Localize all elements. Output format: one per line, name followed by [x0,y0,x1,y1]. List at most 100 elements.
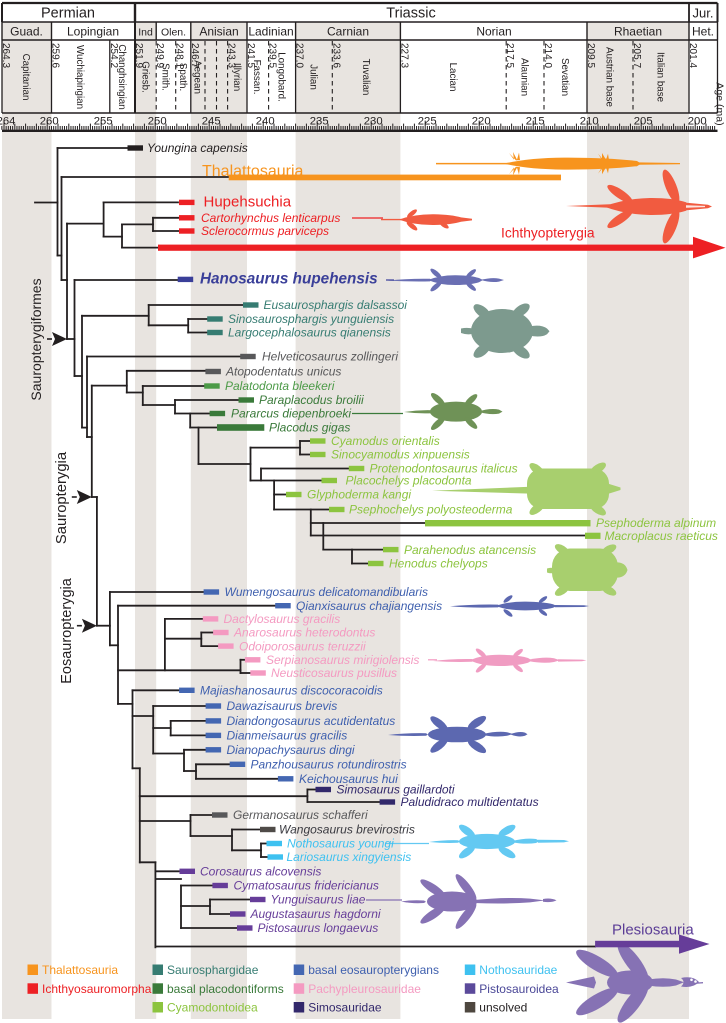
svg-text:Dianopachysaurus dingi: Dianopachysaurus dingi [227,743,355,757]
svg-text:Anarosaurus heterodontus: Anarosaurus heterodontus [233,626,375,640]
svg-text:Griesb.: Griesb. [139,61,150,93]
svg-text:Nothosauridae: Nothosauridae [479,963,557,977]
svg-text:Qianxisaurus chajiangensis: Qianxisaurus chajiangensis [296,599,442,613]
svg-text:Julian: Julian [307,64,318,90]
svg-text:Largocephalosaurus qianensis: Largocephalosaurus qianensis [228,326,391,340]
svg-text:Lariosaurus xingyiensis: Lariosaurus xingyiensis [287,850,412,864]
svg-text:240: 240 [256,116,275,128]
svg-text:250: 250 [148,116,167,128]
svg-text:Lacian: Lacian [447,63,458,92]
svg-text:Hanosaurus hupehensis: Hanosaurus hupehensis [200,271,378,288]
svg-text:Cartorhynchus lenticarpus: Cartorhynchus lenticarpus [201,211,340,225]
svg-text:Olen.: Olen. [161,27,186,39]
svg-text:Smith.: Smith. [159,63,170,91]
svg-text:Paraplacodus broilii: Paraplacodus broilii [259,393,364,407]
svg-text:Illyrian: Illyrian [231,63,242,91]
svg-text:Lopingian: Lopingian [67,25,119,39]
svg-text:246.7: 246.7 [189,43,200,68]
svg-text:Sauropterygiformes: Sauropterygiformes [28,278,44,400]
svg-text:Neusticosaurus pusillus: Neusticosaurus pusillus [271,666,397,680]
svg-text:Psephochelys polyosteoderma: Psephochelys polyosteoderma [349,503,513,517]
svg-text:241.5: 241.5 [245,43,256,68]
svg-text:220: 220 [472,116,491,128]
svg-text:230: 230 [364,116,383,128]
svg-text:Placodus gigas: Placodus gigas [269,421,350,435]
svg-text:Wangosaurus brevirostris: Wangosaurus brevirostris [279,823,415,837]
svg-text:Pachypleurosauridae: Pachypleurosauridae [308,982,421,996]
svg-text:260: 260 [40,116,59,128]
svg-text:Permian: Permian [41,6,95,22]
svg-text:264.3: 264.3 [0,43,11,68]
svg-text:Cyamodus orientalis: Cyamodus orientalis [331,434,440,448]
svg-text:254.2: 254.2 [108,43,119,68]
svg-text:201.4: 201.4 [687,43,698,68]
svg-text:249.9: 249.9 [154,43,165,68]
svg-text:233.6: 233.6 [330,43,341,68]
svg-text:248.1: 248.1 [174,43,185,68]
svg-text:227.3: 227.3 [398,43,409,68]
svg-text:Norian: Norian [476,25,511,39]
svg-text:Parahenodus atancensis: Parahenodus atancensis [404,543,536,557]
svg-text:Dactylosaurus gracilis: Dactylosaurus gracilis [224,612,341,626]
svg-text:Spath.: Spath. [177,63,188,91]
svg-text:Cymatosaurus fridericianus: Cymatosaurus fridericianus [234,879,379,893]
svg-text:Carnian: Carnian [327,25,369,39]
svg-text:Het.: Het. [692,25,714,39]
svg-text:Protenodontosaurus italicus: Protenodontosaurus italicus [370,462,518,476]
svg-text:Germanosaurus schafferi: Germanosaurus schafferi [233,808,368,822]
svg-text:Hupehsuchia: Hupehsuchia [204,194,292,211]
svg-text:Diandongosaurus acutidentatus: Diandongosaurus acutidentatus [227,714,396,728]
svg-text:Odoiporosaurus teruzzii: Odoiporosaurus teruzzii [239,639,366,653]
svg-text:Saurosphargidae: Saurosphargidae [167,963,259,977]
svg-text:Dianmeisaurus gracilis: Dianmeisaurus gracilis [227,729,348,743]
svg-text:251.9: 251.9 [133,43,144,68]
svg-text:Corosaurus alcovensis: Corosaurus alcovensis [200,865,321,879]
svg-text:Panzhousaurus rotundirostris: Panzhousaurus rotundirostris [251,758,407,772]
svg-text:Wuchiapingian: Wuchiapingian [74,45,85,109]
svg-text:Italian base: Italian base [654,52,665,103]
svg-text:Majiashanosaurus discocoracoid: Majiashanosaurus discocoracoidis [200,684,383,698]
svg-text:Age (ma): Age (ma) [714,82,726,125]
svg-text:Ichthyopterygia: Ichthyopterygia [501,226,595,241]
svg-text:Anisian: Anisian [199,25,238,39]
svg-text:245: 245 [202,116,221,128]
svg-text:264: 264 [0,116,15,128]
svg-text:Sauropterygia: Sauropterygia [54,451,70,544]
svg-text:225: 225 [418,116,437,128]
svg-text:Henodus chelyops: Henodus chelyops [389,557,488,571]
svg-text:Simosauridae: Simosauridae [308,1001,382,1015]
svg-text:Pistosaurus longaevus: Pistosaurus longaevus [258,921,379,935]
svg-text:Jur.: Jur. [693,6,714,21]
svg-text:basal eosauropterygians: basal eosauropterygians [308,963,439,977]
svg-text:Pistosauroidea: Pistosauroidea [479,982,559,996]
svg-text:Glyphoderma kangi: Glyphoderma kangi [307,488,411,502]
svg-text:Eusaurosphargis dalsassoi: Eusaurosphargis dalsassoi [264,298,408,312]
svg-text:Placochelys placodonta: Placochelys placodonta [346,474,472,488]
svg-text:Sclerocormus parviceps: Sclerocormus parviceps [201,224,329,238]
svg-text:Plesiosauria: Plesiosauria [612,922,694,939]
svg-text:Pararcus diepenbroeki: Pararcus diepenbroeki [231,407,351,421]
svg-text:205.7: 205.7 [631,43,642,68]
svg-text:Cyamodontoidea: Cyamodontoidea [167,1001,258,1015]
svg-text:Fassan.: Fassan. [251,60,262,95]
svg-text:215: 215 [526,116,545,128]
svg-text:Youngina capensis: Youngina capensis [147,141,248,155]
svg-text:Rhaetian: Rhaetian [614,25,662,39]
svg-text:Eosauropterygia: Eosauropterygia [59,577,75,684]
svg-text:209.5: 209.5 [585,43,596,68]
svg-text:Simosaurus gaillardoti: Simosaurus gaillardoti [337,783,455,797]
svg-text:235: 235 [310,116,329,128]
svg-text:Palatodonta bleekeri: Palatodonta bleekeri [225,379,335,393]
svg-text:Longobard.: Longobard. [275,52,286,102]
svg-text:255: 255 [94,116,113,128]
svg-text:Sinocyamodus xinpuensis: Sinocyamodus xinpuensis [331,448,470,462]
svg-text:Aegean: Aegean [191,60,202,94]
svg-text:Ind: Ind [138,27,153,39]
svg-text:243.3: 243.3 [226,43,237,68]
svg-text:Psephoderma alpinum: Psephoderma alpinum [596,516,716,530]
svg-text:Tuvalian: Tuvalian [360,59,371,96]
svg-text:Changhsingian: Changhsingian [116,44,127,109]
svg-text:Sevatian: Sevatian [559,58,570,96]
svg-text:Alaunian: Alaunian [518,58,529,96]
svg-text:Sinosaurosphargis yunguiensis: Sinosaurosphargis yunguiensis [228,312,394,326]
